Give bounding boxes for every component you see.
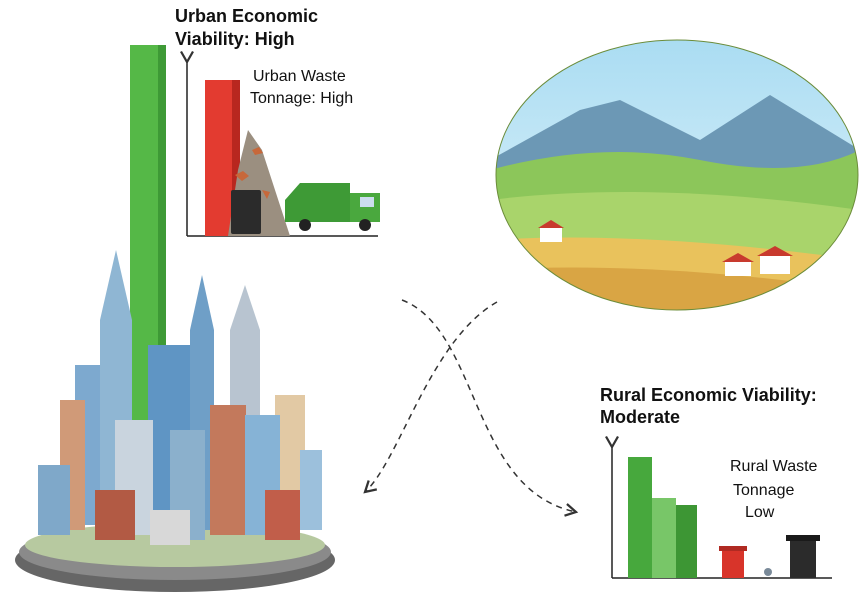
rural-waste-label: Low: [745, 504, 775, 521]
urban-waste-label: Tonnage: High: [250, 90, 353, 107]
urban-waste-label: Urban Waste: [253, 68, 346, 85]
small-bin: [722, 550, 744, 578]
rural-waste-label: Rural Waste: [730, 458, 818, 475]
rural-viability-bar: [652, 498, 676, 578]
rural-viability-bar: [628, 457, 652, 578]
rural-waste-label: Tonnage: [733, 482, 794, 499]
garbage-truck: [285, 183, 380, 231]
trash-bin: [790, 540, 816, 578]
rural-viability-label: Rural Economic Viability:: [600, 385, 817, 405]
rural-viability-label: Moderate: [600, 407, 680, 427]
trash-bin: [231, 190, 261, 234]
flow-arrow: [365, 302, 497, 492]
infographic: Urban Economic Viability: High Urban Was…: [0, 0, 862, 602]
urban-viability-label: Viability: High: [175, 29, 295, 49]
city: [15, 250, 335, 592]
rural-chart: Rural Economic Viability: Moderate Rural…: [600, 385, 832, 578]
rural-landscape: [490, 35, 862, 315]
urban-viability-label: Urban Economic: [175, 6, 318, 26]
rural-viability-bar: [676, 505, 697, 578]
flow-arrow: [402, 300, 576, 512]
